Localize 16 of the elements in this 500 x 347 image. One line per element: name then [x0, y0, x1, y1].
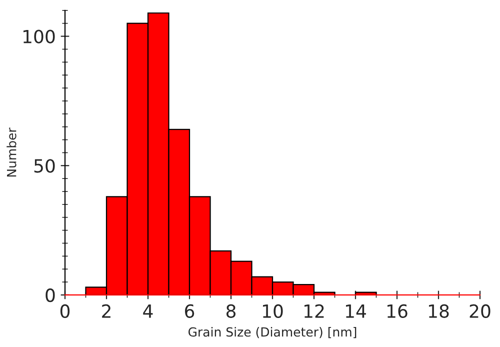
x-tick-label: 12	[304, 304, 324, 318]
x-tick-label: 20	[470, 304, 490, 318]
x-tick-label: 18	[428, 304, 449, 318]
y-tick-label: 50	[34, 159, 55, 173]
x-tick-label: 16	[387, 304, 408, 318]
x-tick-label: 2	[102, 304, 110, 318]
x-tick-label: 4	[143, 304, 153, 318]
x-tick-label: 0	[60, 304, 70, 318]
x-axis-title: Grain Size (Diameter) [nm]	[188, 327, 356, 338]
x-tick-label: 6	[185, 304, 194, 318]
y-tick-label: 0	[46, 288, 55, 302]
y-tick-label: 100	[23, 30, 55, 44]
y-axis-title: Number	[6, 128, 16, 177]
x-tick-label: 14	[346, 304, 366, 318]
x-tick-label: 8	[226, 304, 236, 318]
x-tick-label: 10	[262, 304, 283, 318]
